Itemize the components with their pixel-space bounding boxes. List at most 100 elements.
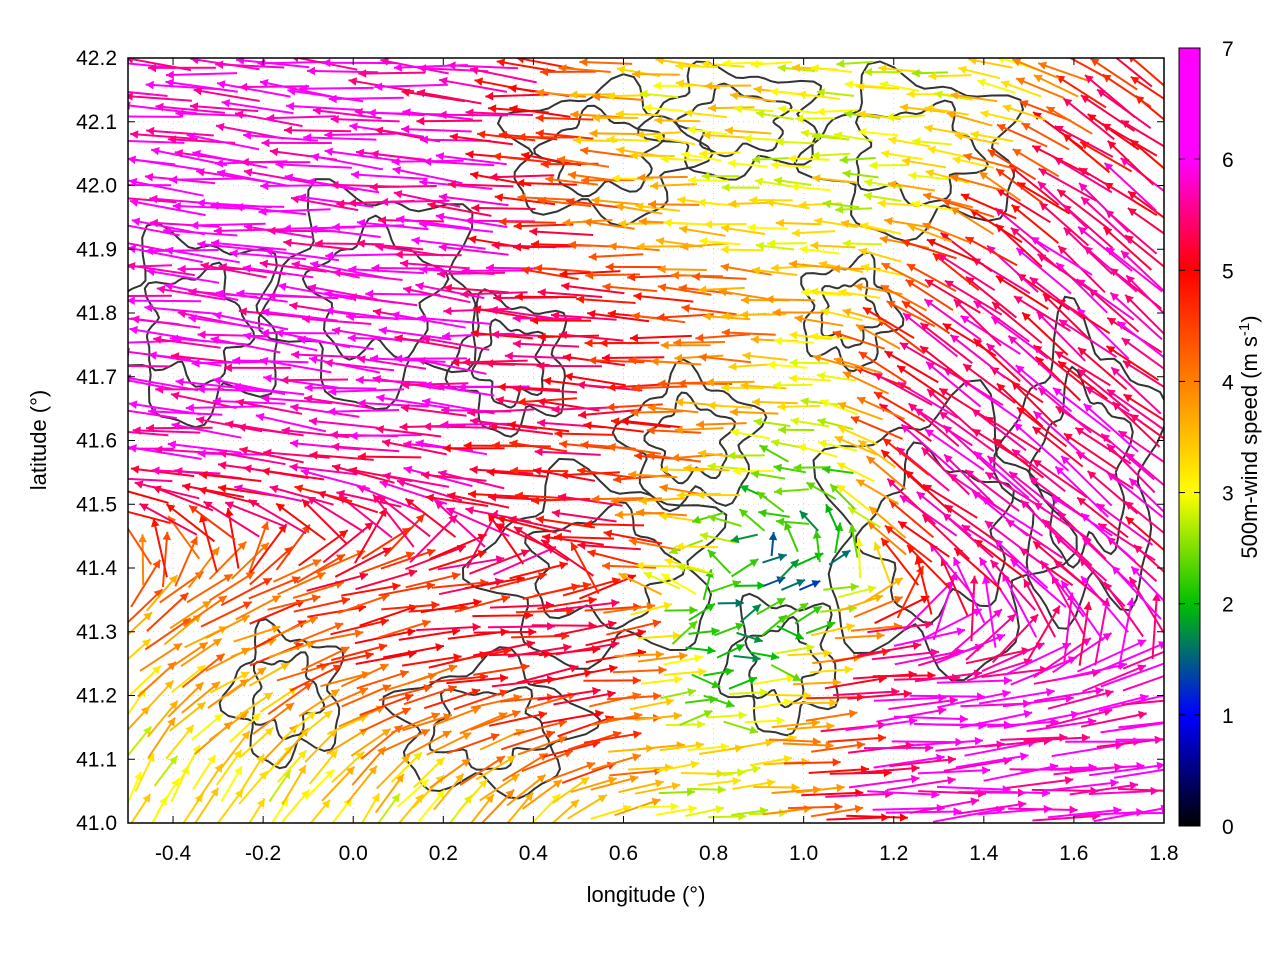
wind-vector-head: [810, 332, 819, 341]
wind-vector-head: [704, 81, 713, 91]
wind-vector: [409, 514, 458, 564]
wind-vector-head: [972, 491, 982, 500]
wind-vector: [578, 408, 642, 417]
wind-vector-head: [371, 793, 380, 803]
wind-vector-head: [905, 279, 915, 288]
wind-vector: [950, 93, 998, 103]
wind-vector-head: [722, 59, 731, 68]
wind-vector-head: [663, 218, 672, 228]
wind-vector-head: [197, 240, 206, 249]
wind-vector: [570, 113, 621, 118]
wind-vector: [974, 790, 1051, 795]
wind-vector: [542, 711, 604, 725]
wind-vector: [1055, 405, 1112, 444]
wind-vector-head: [816, 371, 826, 381]
wind-vector: [435, 154, 507, 166]
wind-vector-head: [551, 794, 561, 803]
wind-vector: [213, 313, 289, 331]
wind-vector-head: [392, 582, 401, 591]
wind-vector: [216, 170, 289, 187]
wind-vector-head: [243, 464, 252, 474]
wind-vector-head: [732, 776, 741, 786]
wind-vector: [1015, 364, 1073, 413]
wind-vector: [401, 128, 472, 133]
wind-vector-head: [255, 412, 265, 422]
wind-vector-head: [303, 682, 313, 691]
wind-vector: [277, 284, 353, 301]
wind-vector-head: [359, 687, 368, 696]
wind-vector-head: [259, 259, 269, 269]
wind-vector-head: [832, 678, 841, 687]
wind-vector-head: [513, 242, 521, 252]
wind-vector: [1088, 287, 1140, 333]
wind-vector-head: [238, 307, 247, 316]
wind-vector-head: [839, 155, 848, 164]
wind-vector: [132, 429, 201, 434]
wind-vector-head: [923, 484, 933, 493]
wind-vector: [602, 285, 658, 293]
wind-vector: [307, 285, 378, 301]
wind-vector-head: [857, 396, 866, 405]
wind-vector-head: [591, 494, 600, 504]
wind-vector: [555, 642, 620, 656]
wind-vector-head: [1121, 250, 1130, 260]
wind-vector-head: [284, 125, 292, 135]
wind-vector-head: [711, 627, 720, 636]
wind-vector-head: [696, 490, 705, 500]
wind-vector-head: [751, 266, 761, 275]
wind-vector-head: [675, 542, 684, 551]
wind-vector: [145, 426, 213, 430]
wind-vector: [1053, 156, 1113, 194]
wind-vector-head: [399, 669, 409, 679]
wind-vector-head: [509, 439, 518, 449]
x-tick-label: -0.4: [155, 842, 192, 865]
wind-vector-head: [607, 309, 616, 319]
wind-vector-head: [792, 673, 802, 681]
y-tick-label: 42.2: [76, 47, 117, 70]
wind-vector: [786, 724, 835, 731]
wind-vector: [953, 547, 1002, 591]
wind-vector: [308, 227, 381, 238]
wind-vector: [446, 676, 509, 685]
wind-vector-head: [307, 283, 317, 293]
y-tick-label: 41.0: [76, 812, 117, 835]
wind-vector: [360, 707, 412, 733]
wind-vector-head: [298, 765, 306, 775]
wind-vector-head: [848, 709, 858, 718]
wind-vector: [268, 641, 316, 659]
wind-vector-head: [631, 311, 640, 321]
wind-vector: [187, 546, 220, 589]
wind-vector: [128, 95, 192, 102]
wind-vector-head: [811, 580, 821, 588]
wind-vector-head: [616, 146, 625, 155]
x-tick-label: 1.4: [969, 842, 999, 865]
wind-vector-head: [671, 453, 680, 462]
wind-vector-head: [569, 664, 579, 673]
wind-vector: [306, 69, 379, 74]
wind-vector-head: [818, 439, 827, 449]
wind-vector-head: [942, 323, 952, 332]
wind-vector-head: [950, 207, 960, 216]
wind-vector-head: [799, 245, 808, 254]
wind-vector-head: [760, 688, 769, 697]
wind-vector: [812, 355, 862, 371]
wind-vector: [320, 687, 369, 711]
wind-vector-head: [139, 503, 149, 512]
wind-vector-head: [742, 351, 751, 361]
wind-vector-head: [1101, 433, 1111, 443]
wind-vector-head: [257, 667, 266, 676]
wind-vector: [810, 806, 864, 818]
wind-vector: [330, 619, 389, 636]
wind-vector: [480, 788, 515, 823]
wind-vector-head: [837, 401, 847, 410]
wind-vector-head: [996, 189, 1006, 197]
wind-vector-head: [831, 264, 840, 274]
wind-vector-head: [198, 486, 208, 495]
wind-vector-head: [212, 396, 221, 406]
terrain-contour: [793, 60, 1025, 243]
wind-vector-head: [130, 465, 140, 474]
wind-vector-head: [703, 710, 713, 718]
wind-vector-head: [552, 779, 562, 789]
wind-vector-head: [858, 440, 868, 449]
wind-vector-head: [1125, 516, 1135, 526]
